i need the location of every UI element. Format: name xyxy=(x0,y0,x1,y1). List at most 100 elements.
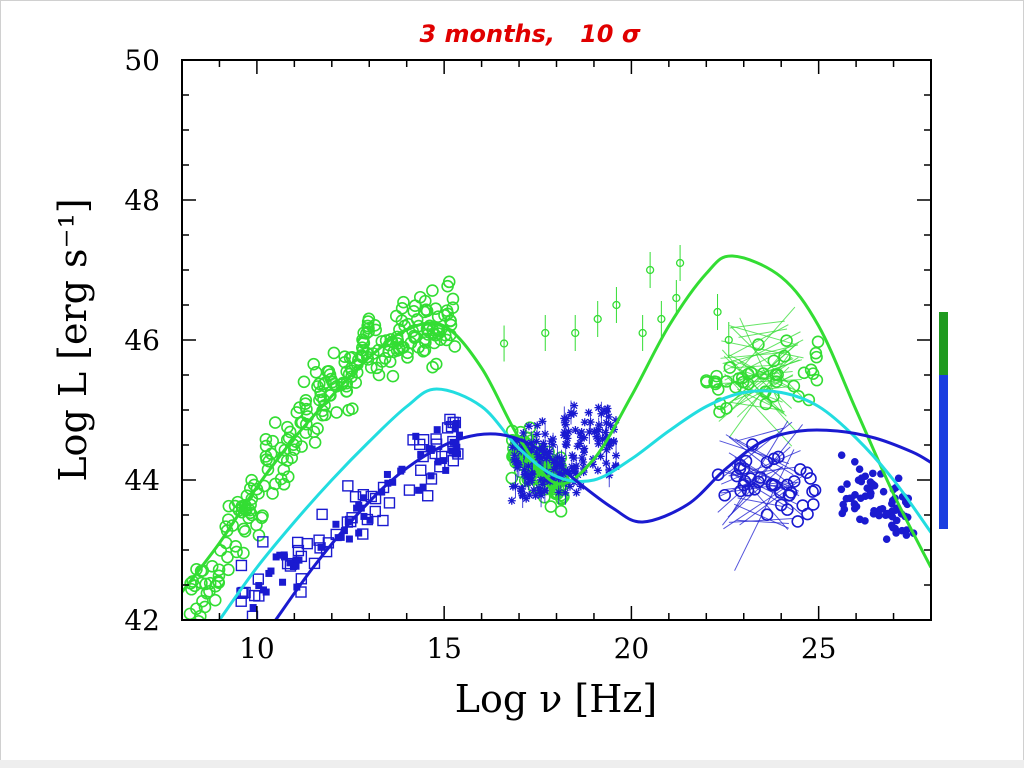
error-point xyxy=(645,265,655,275)
data-point-blue-xray xyxy=(611,416,620,425)
error-point xyxy=(612,300,621,310)
data-point-blue-gamma xyxy=(791,515,805,528)
gamma-bowtie-line xyxy=(734,375,793,401)
data-point-green-radio-optical xyxy=(297,375,311,389)
data-point-blue-gamma xyxy=(767,452,781,466)
x-tick-label: 10 xyxy=(239,632,275,665)
data-point-green-radio-optical xyxy=(307,357,320,371)
data-point-blue-tev xyxy=(898,526,906,535)
data-point-blue-radio-optical xyxy=(389,478,397,486)
data-point-green-radio-optical xyxy=(295,440,308,453)
data-point-blue-xray xyxy=(569,453,578,462)
data-point-green-radio-optical xyxy=(283,425,297,439)
data-point-blue-radio-optical xyxy=(359,494,367,502)
data-point-blue-tev xyxy=(843,480,851,488)
model-curve-cyan xyxy=(218,387,931,620)
data-point-blue-xray xyxy=(570,401,579,410)
data-point-green-radio-optical xyxy=(413,290,427,304)
data-point-blue-radio-optical xyxy=(451,425,459,433)
data-point-blue-tev xyxy=(882,535,891,543)
data-point-green-radio-optical xyxy=(269,477,282,491)
data-point-green-radio-optical xyxy=(364,361,378,374)
data-point-green-radio-optical xyxy=(222,563,235,577)
data-point-blue-xray xyxy=(524,422,533,431)
data-point-blue-xray xyxy=(535,458,544,467)
data-point-blue-xray xyxy=(593,466,602,475)
data-point-green-radio-optical xyxy=(361,315,375,328)
data-point-green-radio-optical xyxy=(221,550,234,564)
data-point-blue-radio-optical xyxy=(332,520,340,528)
data-point-blue-tev xyxy=(847,494,856,502)
data-point-green-radio-optical xyxy=(383,355,397,369)
data-point-blue-xray xyxy=(523,479,532,488)
data-point-blue-radio-optical xyxy=(313,534,325,546)
data-point-green-radio-optical xyxy=(235,505,249,519)
data-point-blue-xray xyxy=(532,430,541,439)
data-point-green-radio-optical xyxy=(319,376,332,389)
error-point xyxy=(657,314,666,324)
data-point-blue-radio-optical xyxy=(279,578,287,586)
data-point-blue-xray xyxy=(572,488,581,497)
data-point-green-radio-optical xyxy=(448,340,462,353)
data-point-blue-radio-optical xyxy=(425,473,438,485)
error-point xyxy=(713,307,722,317)
data-point-blue-radio-optical xyxy=(415,486,423,494)
data-point-blue-xray xyxy=(518,484,527,493)
data-point-blue-radio-optical xyxy=(344,518,352,526)
gamma-bowtie-line xyxy=(737,497,784,508)
data-point-blue-radio-optical xyxy=(272,553,280,561)
gamma-bowtie-line xyxy=(736,427,784,442)
data-point-blue-tev xyxy=(838,509,847,518)
data-point-green-gamma xyxy=(810,373,824,387)
data-point-blue-xray xyxy=(544,450,553,459)
data-point-blue-xray xyxy=(509,436,518,445)
data-point-green-radio-optical xyxy=(361,319,374,333)
data-point-green-radio-optical xyxy=(356,344,370,357)
data-point-blue-radio-optical xyxy=(377,481,390,494)
data-point-blue-xray xyxy=(512,456,521,465)
data-point-blue-xray xyxy=(529,486,538,495)
y-tick-label: 44 xyxy=(124,464,160,497)
data-point-blue-tev xyxy=(869,469,877,478)
data-point-green-radio-optical xyxy=(299,394,313,407)
footer-strip xyxy=(0,760,1024,768)
y-tick-label: 42 xyxy=(124,604,160,637)
data-point-blue-radio-optical xyxy=(407,434,419,446)
data-point-blue-radio-optical xyxy=(267,567,275,575)
data-point-green-radio-optical xyxy=(281,470,295,484)
data-point-green-radio-optical xyxy=(230,545,243,559)
data-point-blue-tev xyxy=(869,510,878,518)
data-point-blue-xray xyxy=(532,437,541,446)
data-point-blue-xray xyxy=(559,469,568,478)
data-point-blue-xray xyxy=(611,461,620,470)
data-point-green-radio-optical xyxy=(199,630,210,641)
data-point-blue-xray xyxy=(539,439,548,448)
data-point-blue-radio-optical xyxy=(383,497,396,509)
data-point-blue-radio-optical xyxy=(292,544,305,557)
data-point-blue-xray xyxy=(524,462,533,471)
chart-title: 3 months, 10 σ xyxy=(419,20,641,48)
data-point-blue-xray xyxy=(558,461,567,470)
data-point-green-xray xyxy=(544,500,558,513)
data-point-blue-xray xyxy=(564,427,573,436)
data-point-green-radio-optical xyxy=(192,614,205,620)
data-point-green-radio-optical xyxy=(338,350,352,364)
gamma-bowtie-line xyxy=(729,325,796,345)
data-point-blue-gamma xyxy=(793,463,807,476)
data-point-blue-tev xyxy=(891,524,900,533)
data-point-blue-tev xyxy=(855,465,864,473)
data-point-blue-radio-optical xyxy=(346,512,358,524)
error-point xyxy=(724,335,733,345)
data-point-green-radio-optical xyxy=(259,450,273,463)
data-point-blue-xray xyxy=(563,434,572,443)
data-point-blue-xray xyxy=(596,452,605,461)
data-point-green-radio-optical xyxy=(440,333,453,347)
data-point-blue-radio-optical xyxy=(455,431,463,439)
gamma-bowtie-line xyxy=(731,364,783,369)
data-point-blue-xray xyxy=(593,434,602,443)
data-point-green-radio-optical xyxy=(308,436,322,449)
x-tick-label: 15 xyxy=(426,632,462,665)
y-axis-label: Log L [erg s⁻¹] xyxy=(51,198,95,481)
data-point-blue-radio-optical xyxy=(439,457,447,465)
